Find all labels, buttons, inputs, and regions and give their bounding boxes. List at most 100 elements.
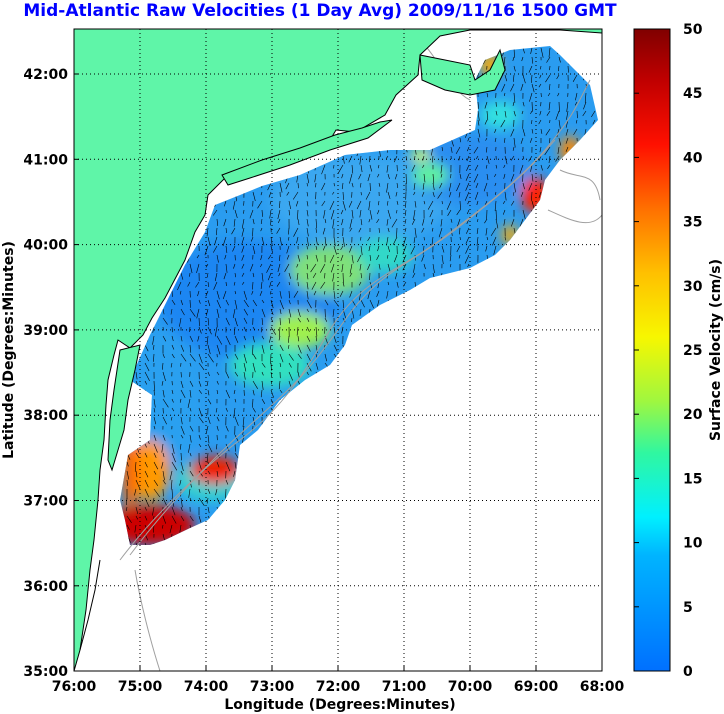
velocity-arrow (486, 236, 489, 241)
velocity-arrow (432, 182, 435, 191)
colorbar-tick-label: 45 (683, 86, 702, 102)
colorbar-tick-label: 20 (683, 407, 703, 423)
velocity-arrow (153, 443, 158, 453)
velocity-arrow (215, 488, 218, 496)
velocity-arrow (188, 443, 191, 453)
velocity-arrow (243, 362, 247, 372)
velocity-arrow (306, 182, 308, 187)
velocity-arrow (161, 443, 164, 453)
velocity-arrow (259, 290, 263, 297)
velocity-arrow (189, 272, 191, 277)
velocity-arrow (396, 281, 399, 288)
velocity-arrow (324, 299, 329, 306)
velocity-arrow (431, 236, 434, 246)
velocity-arrow (476, 236, 479, 246)
velocity-arrow (369, 155, 371, 163)
velocity-arrow (513, 182, 516, 193)
velocity-arrow (402, 245, 407, 255)
velocity-arrow (279, 290, 282, 299)
velocity-arrow (242, 281, 245, 285)
velocity-arrow (207, 416, 211, 424)
velocity-arrow (286, 191, 290, 196)
velocity-arrow (297, 182, 299, 189)
y-axis-label: Latitude (Degrees:Minutes) (1, 241, 17, 459)
velocity-arrow (169, 470, 173, 481)
velocity-arrow (234, 461, 237, 469)
velocity-arrow (423, 173, 426, 183)
velocity-arrow (441, 146, 443, 152)
colorbar-tick-label: 5 (683, 600, 693, 616)
colorbar-tick-label: 40 (683, 150, 703, 166)
velocity-arrow (485, 227, 488, 236)
y-axis-ticks: 42:00 41:00 40:00 39:00 38:00 37:00 36:00 35:00 (23, 67, 79, 680)
velocity-arrow (207, 236, 211, 246)
velocity-arrow (432, 173, 435, 184)
velocity-arrow (368, 245, 371, 252)
velocity-arrow (512, 101, 515, 106)
velocity-arrow (306, 308, 309, 313)
velocity-arrow (377, 209, 380, 215)
velocity-arrow (197, 290, 200, 297)
velocity-arrow (225, 335, 231, 346)
velocity-arrow (510, 173, 515, 182)
velocity-arrow (466, 209, 470, 215)
velocity-arrow (270, 299, 274, 309)
velocity-arrow (449, 263, 452, 268)
velocity-arrow (440, 218, 443, 227)
velocity-arrow (126, 470, 130, 480)
velocity-arrow (359, 308, 362, 316)
velocity-arrow (233, 326, 236, 335)
velocity-arrow (279, 317, 281, 326)
colorbar-tick-label: 25 (683, 343, 702, 359)
velocity-arrow (522, 47, 525, 54)
velocity-arrow (288, 308, 292, 318)
colorbar-tick-label: 0 (683, 664, 693, 680)
velocity-arrow (177, 281, 182, 291)
velocity-arrow (243, 326, 247, 333)
velocity-arrow (297, 371, 300, 379)
velocity-arrow (324, 290, 326, 295)
x-tick-label: 70:00 (448, 679, 493, 695)
velocity-arrow (135, 506, 139, 514)
velocity-arrow (225, 488, 227, 499)
velocity-arrow (207, 281, 210, 288)
velocity-arrow (351, 209, 354, 219)
velocity-arrow (386, 218, 389, 226)
velocity-arrow (485, 245, 488, 252)
velocity-arrow (261, 380, 264, 390)
velocity-arrow (207, 299, 211, 307)
outer-banks (79, 559, 101, 651)
velocity-arrow (206, 380, 209, 386)
velocity-arrow (486, 155, 490, 164)
velocity-arrow (216, 389, 219, 395)
velocity-arrow (198, 515, 202, 523)
velocity-arrow (207, 443, 213, 453)
velocity-arrow (241, 254, 245, 261)
velocity-arrow (288, 380, 292, 388)
velocity-arrow (216, 461, 220, 468)
velocity-arrow (277, 209, 281, 219)
velocity-arrow (234, 398, 237, 403)
velocity-arrow (234, 290, 237, 295)
velocity-arrow (324, 353, 327, 362)
velocity-arrow (432, 191, 435, 197)
velocity-arrow (538, 155, 542, 162)
velocity-arrow (252, 335, 255, 343)
velocity-arrow (195, 281, 200, 288)
velocity-arrow (449, 254, 452, 262)
velocity-arrow (189, 344, 192, 353)
velocity-arrow (144, 353, 149, 362)
velocity-arrow (575, 92, 578, 101)
velocity-arrow (233, 263, 236, 269)
velocity-arrow (432, 155, 434, 163)
velocity-arrow (196, 254, 200, 259)
velocity-arrow (521, 110, 524, 115)
velocity-arrow (216, 425, 219, 431)
velocity-arrow (279, 308, 282, 314)
velocity-arrow (402, 263, 407, 271)
velocity-arrow (251, 236, 254, 242)
velocity-arrow (278, 272, 281, 277)
velocity-arrow (464, 191, 470, 201)
velocity-arrow (252, 272, 255, 278)
velocity-arrow (270, 326, 277, 335)
